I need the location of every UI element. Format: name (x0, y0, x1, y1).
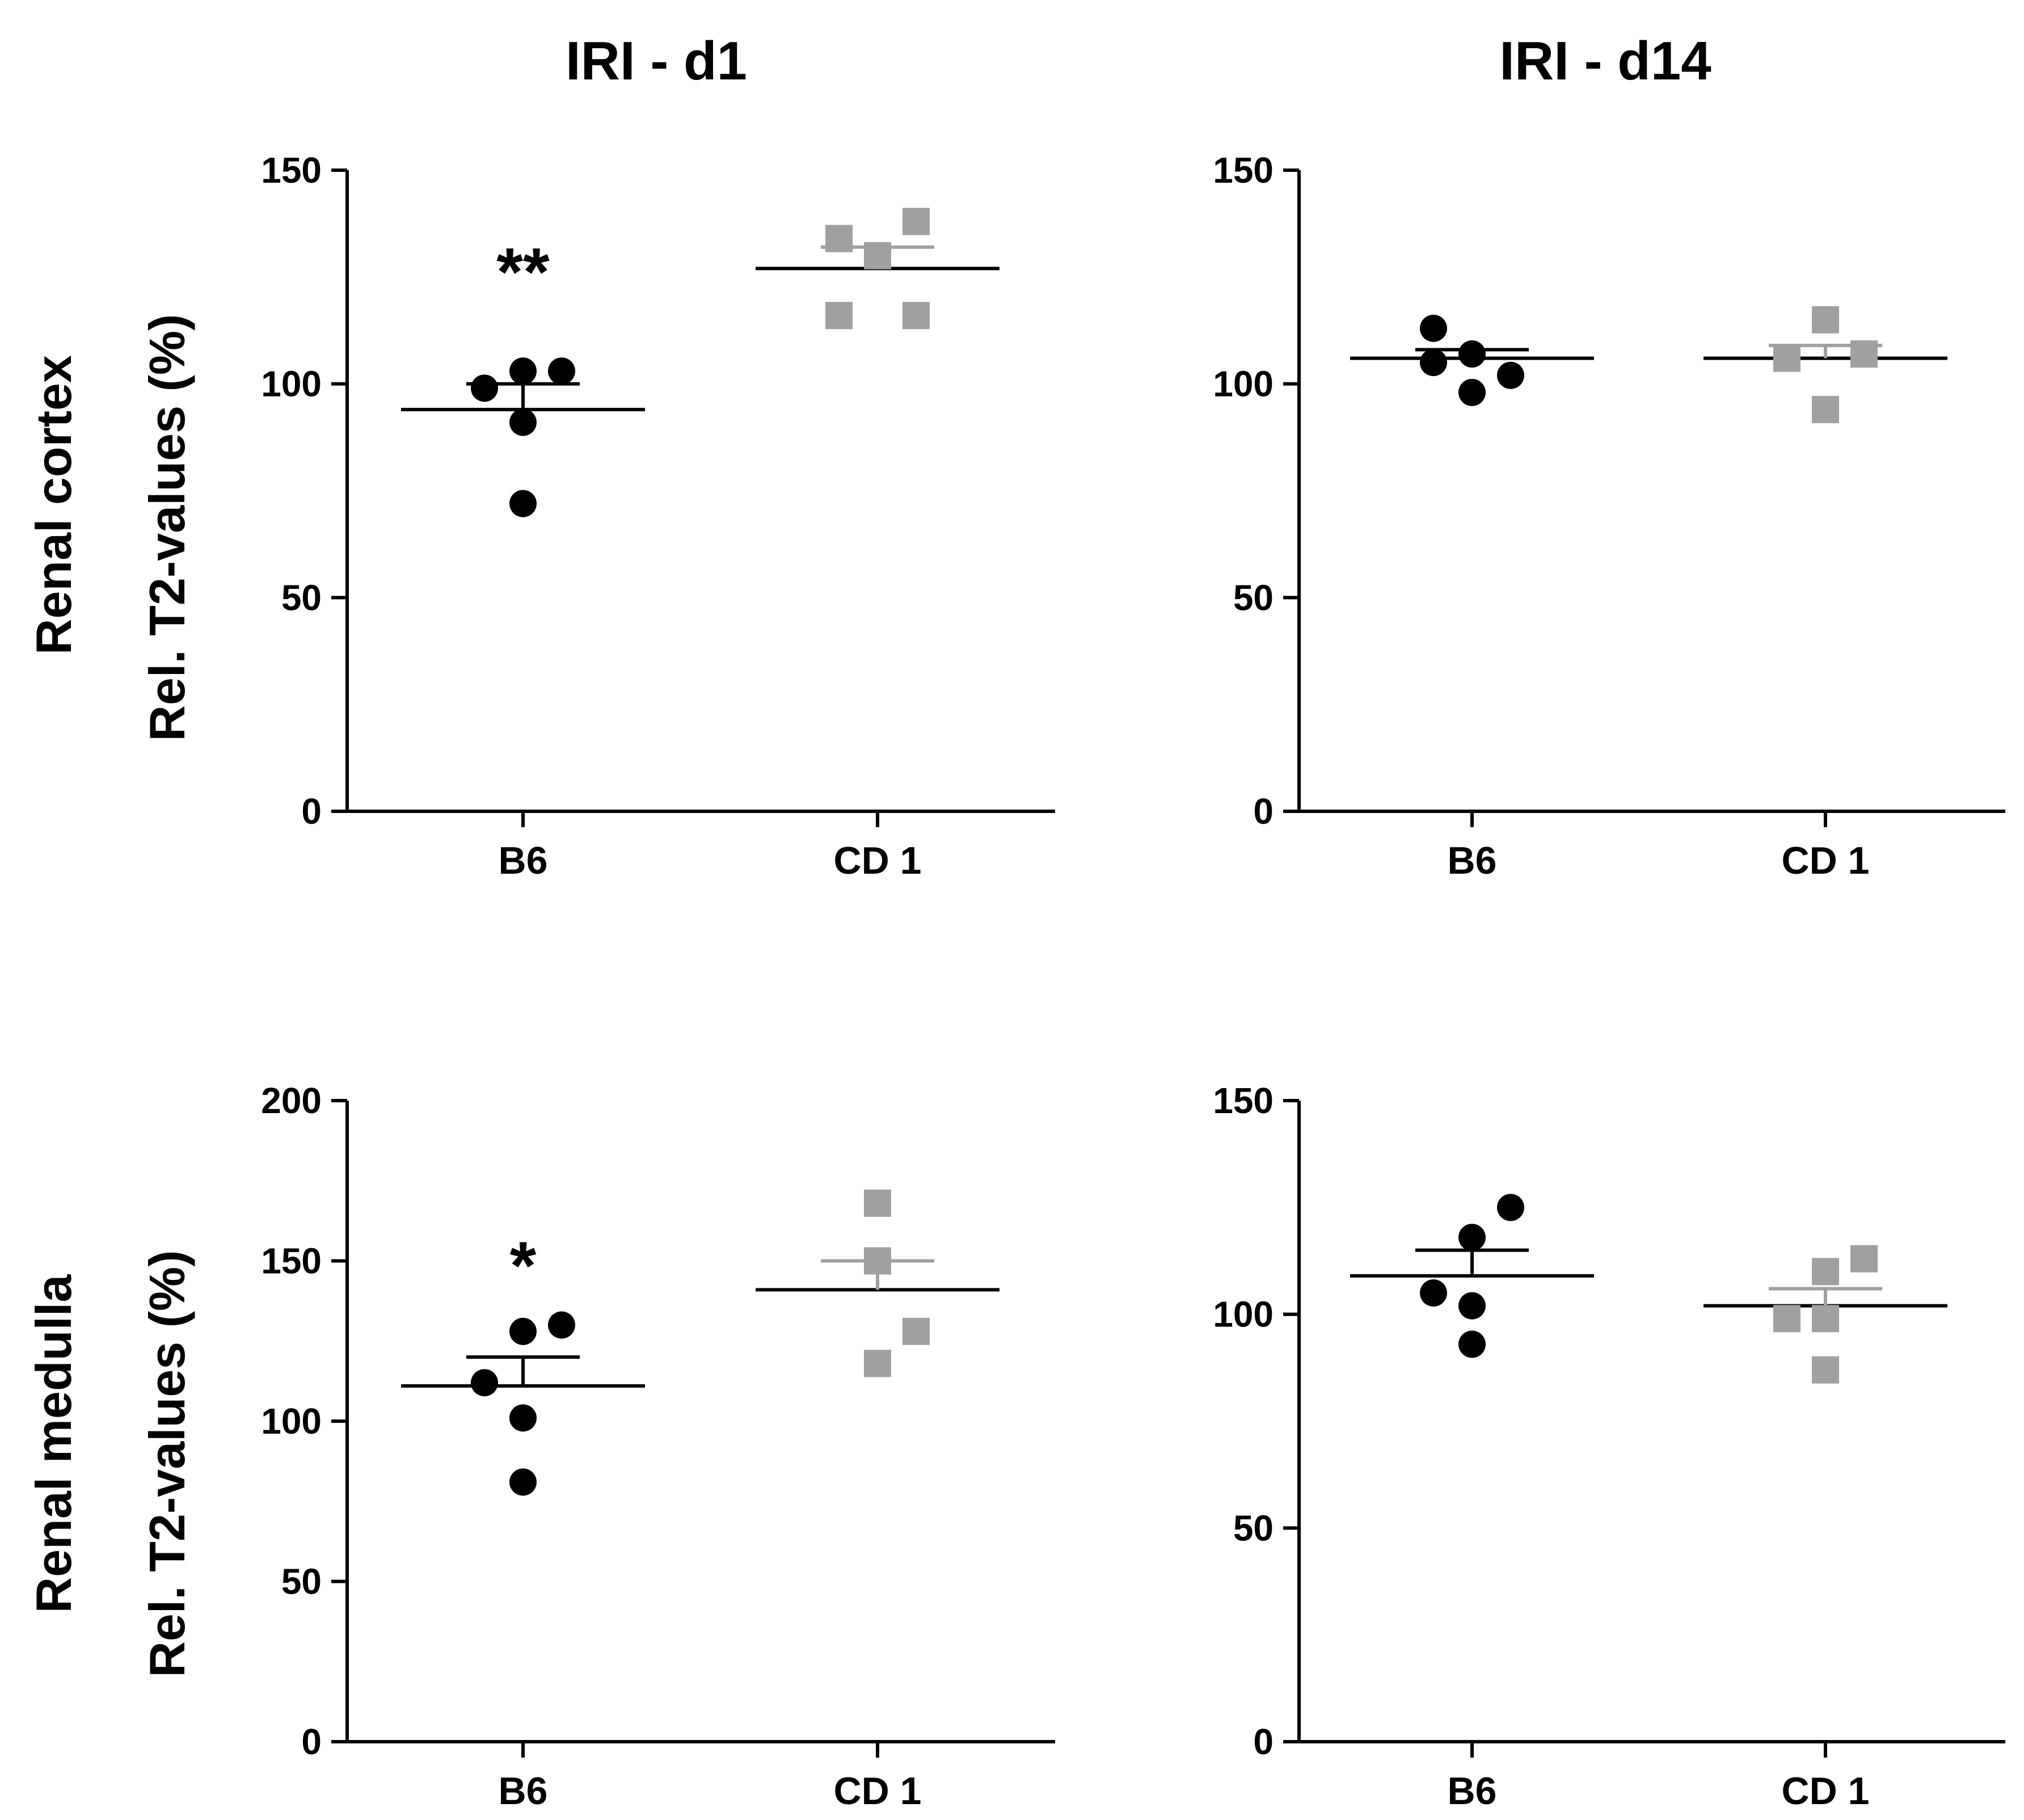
data-point-b6 (1458, 340, 1486, 368)
data-point-b6 (1458, 1292, 1486, 1320)
y-axis-label-bottom: Rel. T2-values (%) (139, 1250, 195, 1677)
row-label-cortex: Renal cortex (26, 355, 82, 655)
panel-medulla-d14: 0 50 100 150 B6 CD 1 (1213, 1080, 2005, 1813)
y-tick-label: 150 (261, 1241, 322, 1282)
y-tick-label: 0 (301, 791, 322, 832)
data-point-b6 (1420, 349, 1447, 376)
y-tick-label: 150 (1213, 1080, 1274, 1121)
data-point-b6 (1458, 1224, 1486, 1252)
data-point-b6 (548, 357, 575, 385)
panel-medulla-d1: 0 50 100 150 200 B6 CD 1 * (261, 1080, 1055, 1813)
data-point-b6 (509, 490, 537, 517)
data-point-b6 (1497, 1194, 1524, 1221)
data-point-b6 (548, 1311, 575, 1339)
data-point-cd1 (1812, 1258, 1839, 1286)
x-tick-label-b6: B6 (499, 1770, 548, 1813)
significance-annotation: ** (496, 234, 550, 310)
panel-cortex-d1: 0 50 100 150 B6 CD 1 ** (261, 150, 1055, 882)
y-tick-label: 150 (1213, 150, 1274, 191)
y-tick-label: 0 (301, 1721, 322, 1762)
data-point-cd1 (825, 302, 853, 330)
data-point-cd1 (1773, 344, 1800, 372)
data-point-cd1 (1812, 1305, 1839, 1333)
x-tick-label-b6: B6 (1448, 839, 1497, 882)
data-point-cd1 (1850, 340, 1878, 368)
x-tick-label-b6: B6 (1448, 1770, 1497, 1813)
data-point-cd1 (1773, 1305, 1800, 1333)
y-tick-label: 50 (281, 1561, 322, 1602)
data-point-cd1 (1850, 1245, 1878, 1273)
row-label-medulla: Renal medulla (26, 1274, 82, 1613)
data-point-b6 (509, 1317, 537, 1345)
column-title-d14: IRI - d14 (1499, 31, 1711, 91)
column-title-d1: IRI - d1 (566, 31, 747, 91)
y-tick-label: 100 (1213, 1294, 1274, 1335)
data-point-b6 (1497, 361, 1524, 389)
significance-annotation: * (510, 1228, 537, 1304)
y-tick-label: 0 (1253, 1721, 1274, 1762)
y-tick-label: 200 (261, 1080, 322, 1121)
data-point-cd1 (864, 1247, 891, 1275)
data-point-cd1 (1812, 1356, 1839, 1384)
data-point-b6 (509, 357, 537, 385)
x-tick-label-cd1: CD 1 (1782, 1770, 1870, 1813)
data-point-cd1 (825, 225, 853, 252)
y-tick-label: 100 (261, 1401, 322, 1442)
y-tick-label: 0 (1253, 791, 1274, 832)
data-point-b6 (1420, 1279, 1447, 1307)
data-point-b6 (509, 408, 537, 436)
data-point-cd1 (864, 1350, 891, 1377)
data-point-b6 (1458, 378, 1486, 406)
data-point-b6 (509, 1468, 537, 1496)
y-tick-label: 50 (1233, 1507, 1274, 1548)
data-point-b6 (471, 374, 498, 402)
data-point-cd1 (1812, 306, 1839, 334)
panel-cortex-d14: 0 50 100 150 B6 CD 1 (1213, 150, 2005, 882)
y-tick-label: 100 (261, 364, 322, 405)
x-tick-label-cd1: CD 1 (834, 839, 922, 882)
x-tick-label-cd1: CD 1 (834, 1770, 922, 1813)
data-point-cd1 (864, 242, 891, 269)
data-point-cd1 (903, 302, 930, 330)
x-tick-label-b6: B6 (499, 839, 548, 882)
data-point-b6 (1420, 314, 1447, 342)
y-tick-label: 100 (1213, 364, 1274, 405)
data-point-cd1 (903, 208, 930, 235)
data-point-cd1 (903, 1317, 930, 1345)
data-point-cd1 (1812, 395, 1839, 423)
data-point-b6 (509, 1404, 537, 1432)
x-tick-label-cd1: CD 1 (1782, 839, 1870, 882)
y-tick-label: 50 (281, 577, 322, 618)
y-axis-label-top: Rel. T2-values (%) (139, 314, 195, 741)
data-point-cd1 (864, 1189, 891, 1217)
data-point-b6 (1458, 1330, 1486, 1358)
y-tick-label: 50 (1233, 577, 1274, 618)
data-point-b6 (471, 1369, 498, 1397)
y-tick-label: 150 (261, 150, 322, 191)
